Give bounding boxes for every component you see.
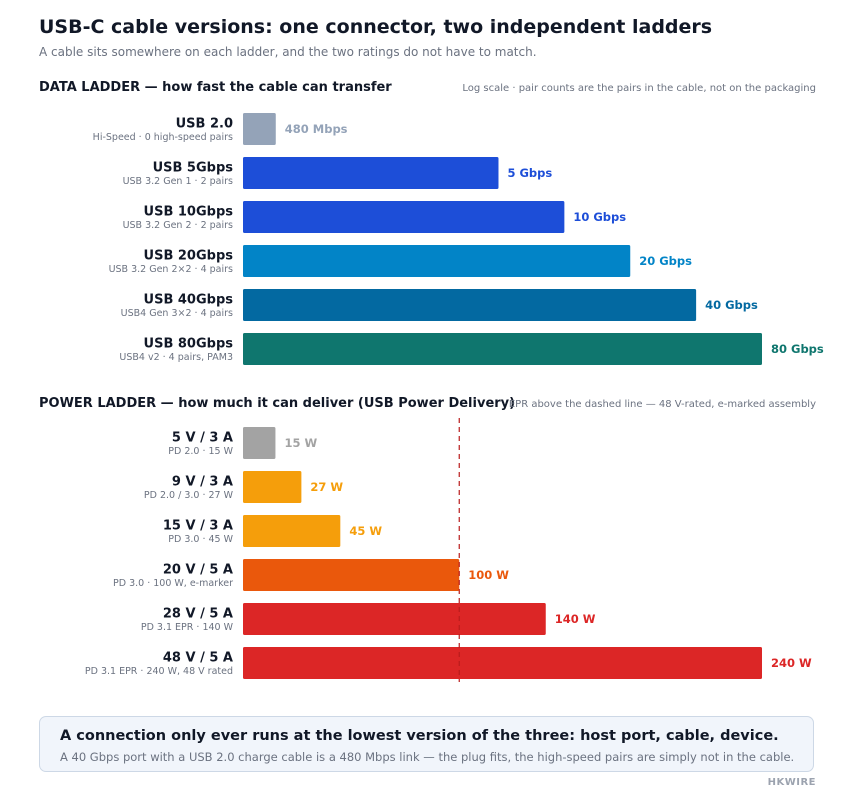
power-value-label: 140 W	[555, 612, 596, 626]
data-value-label: 80 Gbps	[771, 342, 824, 356]
data-value-label: 480 Mbps	[285, 122, 348, 136]
chart-title: USB-C cable versions: one connector, two…	[39, 16, 713, 38]
data-sublabel: USB 3.2 Gen 2×2 · 4 pairs	[109, 264, 233, 275]
data-category-label: USB 40Gbps	[144, 293, 234, 308]
power-sublabel: PD 3.0 · 45 W	[168, 534, 233, 545]
power-bar	[243, 515, 341, 547]
data-value-label: 10 Gbps	[573, 210, 626, 224]
power-ladder-note: EPR above the dashed line — 48 V-rated, …	[508, 399, 816, 410]
data-ladder-note: Log scale · pair counts are the pairs in…	[462, 83, 816, 94]
data-category-label: USB 5Gbps	[153, 161, 234, 176]
data-bar	[243, 333, 762, 365]
data-ladder-svg: USB 2.0Hi-Speed · 0 high-speed pairs 480 …	[93, 113, 824, 365]
power-category-label: 48 V / 5 A	[163, 651, 233, 666]
power-bar	[243, 471, 302, 503]
power-category-label: 9 V / 3 A	[172, 475, 233, 490]
summary-callout: A connection only ever runs at the lowes…	[39, 716, 814, 772]
data-ladder-heading: DATA LADDER — how fast the cable can tra…	[39, 80, 392, 95]
data-value-label: 40 Gbps	[705, 298, 758, 312]
power-bar	[243, 603, 546, 635]
power-category-label: 28 V / 5 A	[163, 607, 233, 622]
power-bar	[243, 647, 762, 679]
power-sublabel: PD 3.1 EPR · 140 W	[141, 622, 234, 633]
data-category-label: USB 80Gbps	[144, 337, 234, 352]
power-value-label: 27 W	[310, 480, 343, 494]
power-category-label: 5 V / 3 A	[172, 431, 233, 446]
power-sublabel: PD 3.0 · 100 W, e-marker	[113, 578, 233, 589]
callout-body: A 40 Gbps port with a USB 2.0 charge cab…	[60, 750, 795, 764]
power-sublabel: PD 2.0 / 3.0 · 27 W	[144, 490, 234, 501]
power-ladder-chart: 5 V / 3 A PD 2.0 · 15 W 15 W 9 V / 3 A PD 2.…	[0, 418, 855, 688]
power-bar	[243, 559, 460, 591]
power-ladder-svg: 5 V / 3 APD 2.0 · 15 W 15 W 9 V / 3 APD 2.…	[85, 418, 812, 682]
data-category-label: USB 2.0	[176, 117, 233, 132]
power-sublabel: PD 3.1 EPR · 240 W, 48 V rated	[85, 666, 233, 677]
data-sublabel: Hi-Speed · 0 high-speed pairs	[93, 132, 233, 143]
data-sublabel: USB 3.2 Gen 1 · 2 pairs	[123, 176, 233, 187]
chart-subtitle: A cable sits somewhere on each ladder, a…	[39, 45, 537, 59]
brand-mark: HKWIRE	[767, 777, 816, 788]
data-category-label: USB 10Gbps	[144, 205, 234, 220]
power-ladder-heading: POWER LADDER — how much it can deliver (…	[39, 396, 516, 411]
data-bar	[243, 245, 631, 277]
data-category-label: USB 20Gbps	[144, 249, 234, 264]
data-sublabel: USB4 v2 · 4 pairs, PAM3	[119, 352, 233, 363]
data-bar	[243, 201, 565, 233]
power-bar	[243, 427, 276, 459]
power-category-label: 15 V / 3 A	[163, 519, 233, 534]
power-value-label: 240 W	[771, 656, 812, 670]
data-bar	[243, 157, 499, 189]
power-value-label: 45 W	[349, 524, 382, 538]
data-bar	[243, 289, 697, 321]
data-value-label: 20 Gbps	[639, 254, 692, 268]
data-value-label: 5 Gbps	[507, 166, 552, 180]
data-bar	[243, 113, 276, 145]
power-sublabel: PD 2.0 · 15 W	[168, 446, 233, 457]
data-sublabel: USB 3.2 Gen 2 · 2 pairs	[123, 220, 233, 231]
data-sublabel: USB4 Gen 3×2 · 4 pairs	[121, 308, 233, 319]
power-value-label: 15 W	[284, 436, 317, 450]
power-category-label: 20 V / 5 A	[163, 563, 233, 578]
power-value-label: 100 W	[468, 568, 509, 582]
data-ladder-chart: USB 2.0 Hi-Speed · 0 high-speed pairs 480 …	[0, 104, 855, 370]
callout-headline: A connection only ever runs at the lowes…	[60, 728, 779, 744]
